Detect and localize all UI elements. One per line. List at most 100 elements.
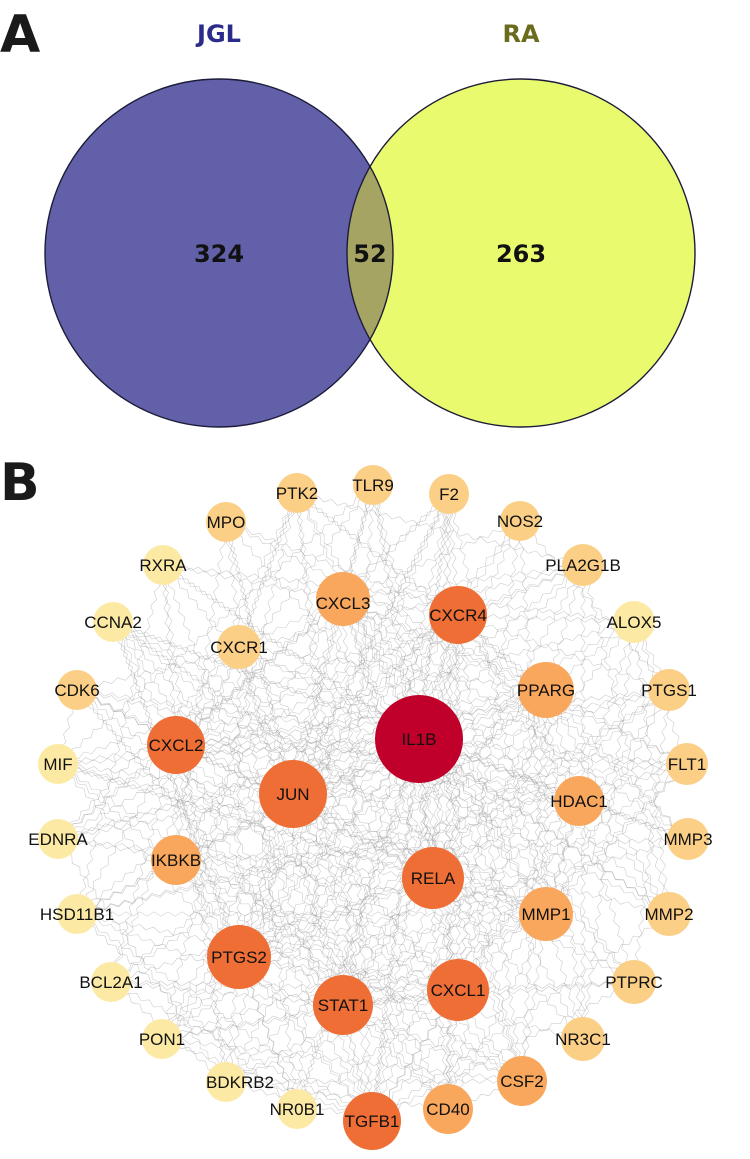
node-circle [612,960,656,1004]
network-node: NR0B1 [270,1089,324,1129]
network-edge [57,763,344,1006]
network-edge [161,564,227,1083]
node-circle [402,847,464,909]
network-edge [76,689,580,802]
network-node: ALOX5 [607,601,662,643]
network-edge [57,763,240,958]
network-node: NOS2 [497,501,543,541]
network-node: HDAC1 [550,776,608,826]
node-label: CCNA2 [84,613,142,632]
network-edge [457,763,688,991]
network-edge [432,621,635,879]
network-edge [76,913,298,1110]
node-circle [666,743,708,785]
network-edge [175,744,547,915]
network-edge [295,492,345,1006]
node-circle [207,925,271,989]
network-edge [57,838,547,916]
node-label: NR3C1 [555,1030,611,1049]
node-circle [497,1056,547,1106]
network-edge [161,1037,523,1083]
network-edge [457,614,670,915]
network-edge [175,859,373,1122]
network-node: MMP3 [663,818,713,860]
network-edge [112,621,298,1110]
node-label: BCL2A1 [79,973,142,992]
node-label: MIF [43,755,72,774]
network-node: IL1B [375,695,463,783]
venn-circle-jgl [45,79,393,427]
count-intersection: 52 [353,240,386,268]
node-circle [217,625,261,669]
network-node: PTPRC [605,960,663,1004]
set-title-jgl: JGL [195,20,241,48]
network-node: JUN [259,760,327,828]
network-edge [633,689,671,983]
node-label: TGFB1 [345,1112,400,1131]
network-edge [76,913,523,1082]
network-node: PTK2 [276,473,318,513]
network-edge [292,762,688,796]
network-edge [342,738,420,1006]
node-circle [427,959,489,1021]
network-edge [57,838,227,1083]
network-edge [175,859,459,991]
network-edge [521,913,548,1082]
venn-panel: A JGL RA 324 52 263 [0,5,696,428]
network-edge [371,877,434,1122]
network-edge [545,689,689,840]
node-label: IL1B [402,730,437,749]
network-edge [432,877,584,1040]
network-edge [372,484,523,1082]
network-edge [175,689,547,861]
network-edge [238,956,584,1040]
network-node: CXCL3 [316,572,371,626]
network-node: BDKRB2 [206,1062,274,1102]
network-edge [57,598,344,840]
node-circle [151,835,201,885]
node-circle [206,502,246,542]
network-edge [342,598,635,983]
network-edge [76,911,547,917]
network-edge [76,614,459,915]
node-circle [518,662,574,718]
network-edge [545,621,635,915]
network-edge [545,689,670,915]
network-edge [175,598,344,746]
network-edge [418,738,689,840]
panel-a-label: A [0,5,40,65]
node-label: EDNRA [28,830,88,849]
node-circle [561,1017,605,1061]
network-edge [342,520,521,600]
node-label: CXCR1 [210,638,268,657]
network-edge [110,738,420,983]
network-node: CDK6 [54,670,100,710]
network-edge [342,913,547,1006]
node-circle [93,602,133,642]
node-circle [38,819,78,859]
network-edge [457,614,670,691]
network-edge [238,493,450,958]
network-node: F2 [429,474,469,514]
node-circle [423,1084,473,1134]
network-edge [238,738,420,958]
node-label: BDKRB2 [206,1073,274,1092]
node-label: MMP3 [663,830,712,849]
node-label: CD40 [426,1100,469,1119]
network-edge [543,689,549,915]
network-edge [545,689,635,983]
network-edge [456,520,522,991]
network-edge [519,689,549,1082]
network-edge [110,980,344,1007]
network-edge [76,564,584,691]
network-edge [175,493,450,746]
node-label: CXCL3 [316,594,371,613]
network-edge [457,612,635,625]
network-edge [292,493,450,795]
network-edge [457,614,580,802]
node-label: ALOX5 [607,613,662,632]
network-edge [225,1080,449,1111]
network-node: HSD11B1 [40,894,114,934]
network-edge [57,763,523,1082]
